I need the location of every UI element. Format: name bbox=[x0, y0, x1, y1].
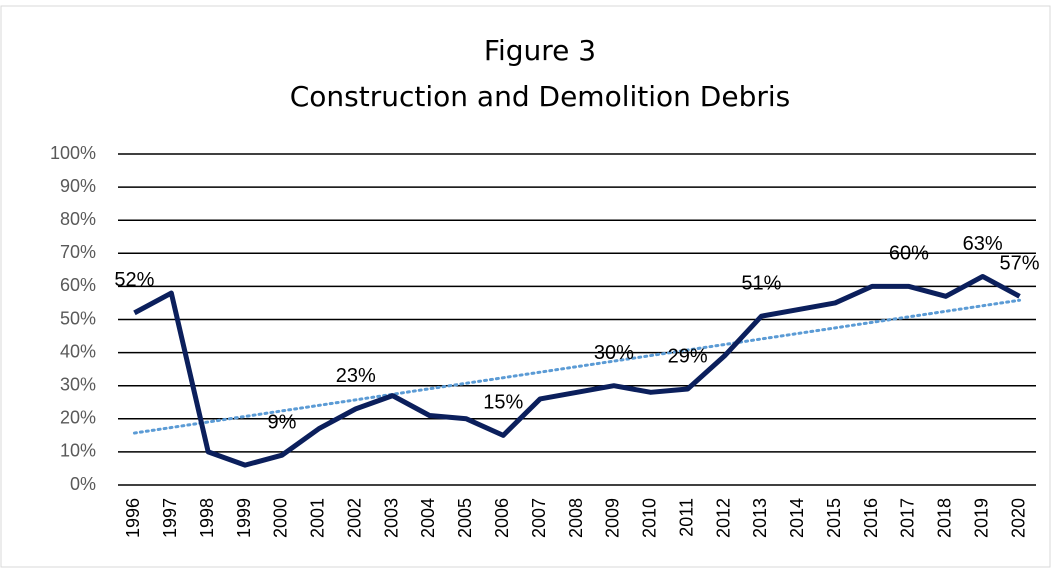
data-label: 63% bbox=[963, 233, 1003, 255]
y-tick-label: 30% bbox=[60, 374, 96, 394]
x-tick-label: 2014 bbox=[787, 498, 807, 538]
data-label: 51% bbox=[741, 272, 781, 294]
x-tick-label: 1998 bbox=[197, 498, 217, 538]
x-tick-label: 2016 bbox=[861, 498, 881, 538]
series-line bbox=[133, 273, 1021, 468]
x-tick-label: 2013 bbox=[750, 498, 770, 538]
x-tick-label: 2002 bbox=[344, 498, 364, 538]
y-tick-label: 100% bbox=[50, 143, 96, 163]
y-tick-label: 70% bbox=[60, 242, 96, 262]
y-tick-label: 20% bbox=[60, 408, 96, 428]
data-label: 57% bbox=[1000, 253, 1040, 275]
data-label: 9% bbox=[268, 411, 297, 433]
y-tick-label: 80% bbox=[60, 209, 96, 229]
x-tick-label: 2019 bbox=[971, 498, 991, 538]
x-tick-label: 2017 bbox=[898, 498, 918, 538]
x-tick-label: 2005 bbox=[455, 498, 475, 538]
x-tick-label: 2000 bbox=[271, 498, 291, 538]
data-label: 30% bbox=[594, 342, 634, 364]
data-label: 15% bbox=[483, 392, 523, 414]
data-label: 60% bbox=[889, 243, 929, 265]
x-tick-label: 2004 bbox=[418, 498, 438, 538]
x-tick-label: 2012 bbox=[713, 498, 733, 538]
x-tick-label: 2010 bbox=[640, 498, 660, 538]
x-tick-label: 2003 bbox=[381, 498, 401, 538]
y-tick-label: 90% bbox=[60, 176, 96, 196]
chart-title: Construction and Demolition Debris bbox=[290, 80, 791, 113]
x-tick-label: 2006 bbox=[492, 498, 512, 538]
x-tick-label: 2001 bbox=[308, 498, 328, 538]
x-tick-label: 2011 bbox=[676, 498, 696, 537]
x-tick-label: 2018 bbox=[935, 498, 955, 538]
data-label: 29% bbox=[668, 345, 708, 367]
x-tick-label: 1997 bbox=[160, 498, 180, 538]
y-tick-label: 40% bbox=[60, 341, 96, 361]
y-tick-label: 10% bbox=[60, 441, 96, 461]
x-tick-label: 2009 bbox=[603, 498, 623, 538]
x-tick-label: 2015 bbox=[824, 498, 844, 538]
x-tick-label: 2020 bbox=[1008, 498, 1028, 538]
x-tick-label: 1996 bbox=[123, 498, 143, 538]
chart-title: Figure 3 bbox=[484, 34, 596, 67]
y-tick-label: 50% bbox=[60, 308, 96, 328]
x-tick-label: 2007 bbox=[529, 498, 549, 538]
x-tick-label: 2008 bbox=[566, 498, 586, 538]
trendline bbox=[132, 298, 1022, 435]
data-label: 23% bbox=[336, 365, 376, 387]
y-tick-label: 60% bbox=[60, 275, 96, 295]
y-tick-label: 0% bbox=[70, 474, 96, 494]
x-tick-label: 1999 bbox=[234, 498, 254, 538]
data-label: 52% bbox=[114, 269, 154, 291]
